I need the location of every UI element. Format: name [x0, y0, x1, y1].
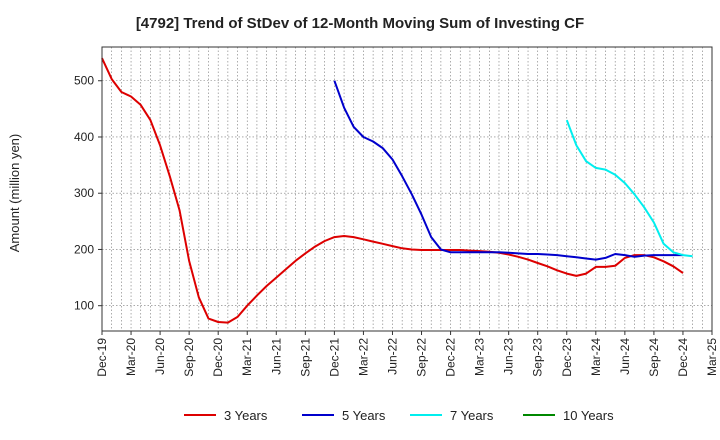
series-line-7-years: [565, 119, 693, 258]
legend-label-3-years: 3 Years: [224, 408, 268, 423]
x-tick-label: Sep-21: [298, 338, 312, 377]
legend-label-10-years: 10 Years: [563, 408, 614, 423]
x-tick-label: Mar-20: [124, 338, 138, 376]
x-tick-label: Mar-21: [240, 338, 254, 376]
y-axis-ticks: 100 200 300 400 500: [74, 74, 102, 313]
legend-label-7-years: 7 Years: [450, 408, 494, 423]
x-tick-label: Sep-23: [531, 338, 545, 377]
y-tick-label: 200: [74, 242, 94, 256]
x-tick-label: Jun-20: [153, 338, 167, 375]
legend: 3 Years 5 Years 7 Years 10 Years: [184, 408, 614, 423]
x-tick-label: Sep-22: [415, 338, 429, 377]
x-tick-label: Dec-19: [95, 338, 109, 377]
x-tick-label: Mar-25: [705, 338, 719, 376]
x-tick-label: Jun-23: [502, 338, 516, 375]
plot-frame: [101, 46, 713, 332]
x-tick-label: Dec-24: [676, 338, 690, 377]
chart-title: [4792] Trend of StDev of 12-Month Moving…: [136, 15, 584, 32]
y-tick-label: 100: [74, 299, 94, 313]
x-tick-label: Dec-23: [560, 338, 574, 377]
y-tick-label: 300: [74, 186, 94, 200]
x-tick-label: Sep-24: [647, 338, 661, 377]
x-tick-label: Mar-23: [473, 338, 487, 376]
x-tick-label: Dec-20: [211, 338, 225, 377]
y-tick-label: 500: [74, 74, 94, 88]
x-axis-ticks: Dec-19 Mar-20 Jun-20 Sep-20 Dec-20 Mar-21 Jun-…: [95, 331, 719, 377]
y-axis-label: Amount (million yen): [7, 134, 22, 253]
series-group: [101, 57, 693, 324]
y-tick-label: 400: [74, 130, 94, 144]
series-line-3-years: [101, 57, 684, 324]
grid: [101, 47, 713, 331]
x-tick-label: Sep-20: [182, 338, 196, 377]
x-tick-label: Dec-22: [444, 338, 458, 377]
series-line-5-years: [333, 80, 683, 261]
x-tick-label: Mar-24: [589, 338, 603, 376]
x-tick-label: Mar-22: [356, 338, 370, 376]
x-tick-label: Jun-24: [618, 338, 632, 375]
x-tick-label: Dec-21: [327, 338, 341, 377]
x-tick-label: Jun-22: [385, 338, 399, 375]
legend-label-5-years: 5 Years: [342, 408, 386, 423]
x-tick-label: Jun-21: [269, 338, 283, 375]
